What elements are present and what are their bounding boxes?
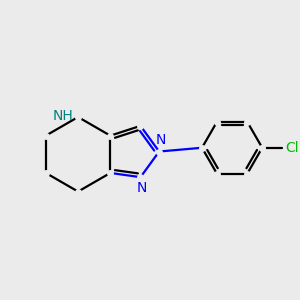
Text: N: N (155, 133, 166, 147)
Text: N: N (137, 182, 147, 196)
Text: Cl: Cl (285, 141, 299, 155)
Text: NH: NH (53, 109, 74, 123)
